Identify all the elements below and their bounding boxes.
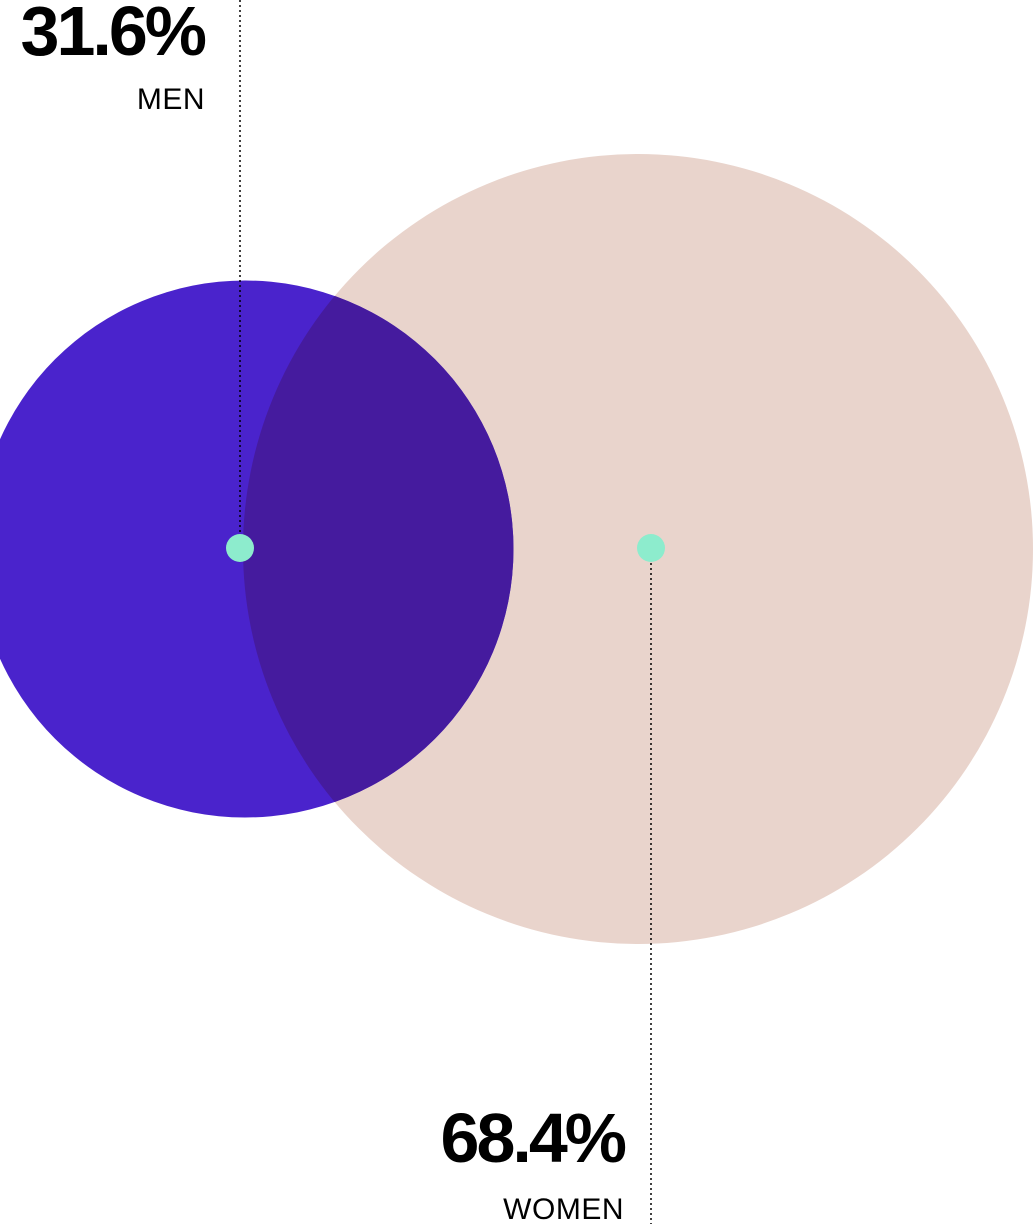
men-center-marker (226, 534, 254, 562)
women-percentage: 68.4% (440, 1099, 627, 1177)
women-center-marker (637, 534, 665, 562)
men-label: MEN (136, 83, 205, 116)
women-label: WOMEN (503, 1193, 624, 1226)
men-percentage: 31.6% (20, 0, 207, 70)
